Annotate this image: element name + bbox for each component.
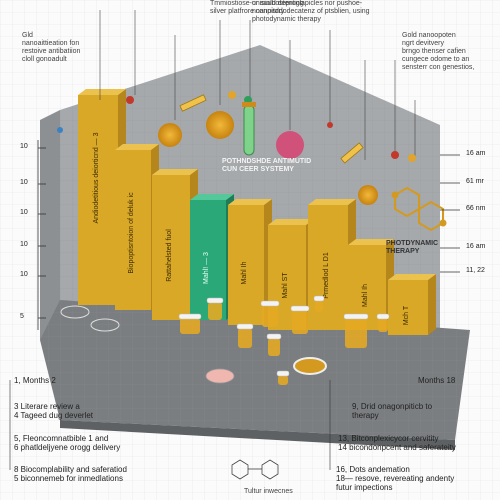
bar: [78, 95, 118, 305]
bar-label: Mch T: [403, 305, 410, 325]
left-tick-label: 10: [20, 143, 28, 150]
bar: [152, 175, 190, 320]
center-label: POTHNDSHDE ANTIMUTID CUN CEER SYSTEMY: [222, 158, 312, 173]
petri-dish-icon: [60, 305, 327, 384]
bottom-right-item-4: 16, Dots andemation 18— resove, revereat…: [336, 465, 455, 492]
bar-label: Mahl Ih: [241, 261, 248, 284]
right-tick-label: 66 nm: [466, 205, 486, 212]
right-note: Gold nanoopoten ngrt devitvery brngo the…: [402, 32, 475, 71]
timeline-lines: [9, 380, 331, 470]
left-tick-label: 5: [20, 313, 24, 320]
side-wall: [40, 110, 60, 340]
nanoparticle-icon: [206, 111, 234, 139]
jar-icon: [238, 328, 252, 348]
bottom-left-item-1: 1, Months 2: [14, 376, 56, 385]
bars-group: Andiodetitious deiorticnd — 3 Biopoptisnt…: [78, 89, 436, 335]
bottom-right-item-2: 9, Drid onagonpiticb to therapy: [352, 402, 433, 420]
bar-label: Prmedlod L D1: [323, 252, 330, 299]
bottom-right-item-1: Months 18: [418, 376, 456, 385]
molecule-icon: [391, 186, 447, 232]
bottom-left-item-2: 3 Literare review a 4 Tageed dug deverle…: [14, 402, 94, 420]
right-ticks: [440, 154, 460, 273]
bar-label: Mahl ST: [282, 272, 289, 299]
jar-icon: [208, 302, 222, 320]
jar-icon: [315, 300, 323, 312]
molecule-icon: [231, 459, 279, 480]
jar-icon: [278, 375, 288, 385]
left-tick-label: 10: [20, 271, 28, 278]
right-tick-label: 16 am: [466, 150, 486, 157]
bar-label: Rattahelsted fuol: [166, 229, 173, 282]
virus-icon: [276, 131, 304, 159]
test-tube-icon: [242, 102, 256, 156]
bar-label: Mahl! — 3: [203, 252, 210, 284]
nanoparticle-icon: [158, 123, 182, 147]
syringe-icon: [179, 94, 364, 164]
left-tick-label: 10: [20, 179, 28, 186]
right-tick-label: 11, 22: [466, 267, 485, 274]
bottom-left-item-3: 5, Fleoncomnatbible 1 and 6 phatldeljyen…: [14, 434, 121, 452]
photodynamic-label: PHOTDYNAMIC THERAPY: [386, 240, 439, 255]
nanoparticle-icons: [57, 91, 416, 205]
right-tick-label: 16 am: [466, 243, 486, 250]
hanging-strings: [99, 10, 416, 160]
bar-label: Mahl Ih: [362, 284, 369, 307]
bar-label: Andiodetitious deiorticnd — 3: [93, 132, 100, 223]
nanoparticle-icon: [358, 185, 378, 205]
bar: [228, 205, 264, 325]
jar-icon: [262, 305, 278, 327]
top-text-1: Tmmiostiose-or suubostenting silver plat…: [210, 0, 304, 15]
left-note: Gld nanoaittieation fon restoive antibat…: [22, 32, 81, 63]
bottom-left-item-4: 8 Biocomplability and saferatiod 5 bicon…: [14, 465, 127, 483]
left-tick-label: 10: [20, 209, 28, 216]
jar-icon: [345, 318, 367, 348]
bottom-right-item-3: 13, Bitconplexicycor cervitity 14 bicond…: [338, 434, 456, 452]
bar: [388, 280, 428, 335]
bottom-caption: Tultur inwecnes: [244, 488, 293, 495]
jar-icon: [292, 310, 308, 334]
bar: [308, 205, 348, 330]
left-tick-label: 10: [20, 241, 28, 248]
jar-icon: [180, 318, 200, 334]
jar-icon: [268, 338, 280, 356]
jar-icon: [378, 318, 388, 332]
right-tick-label: 61 mr: [466, 178, 484, 185]
top-text-2: unisiold deproglapicles nor pushoe- nnan…: [252, 0, 370, 23]
jars-group: [178, 295, 390, 385]
bar: [115, 150, 151, 310]
bar-label: Biopoptisntoion of deluk ic: [128, 192, 135, 274]
